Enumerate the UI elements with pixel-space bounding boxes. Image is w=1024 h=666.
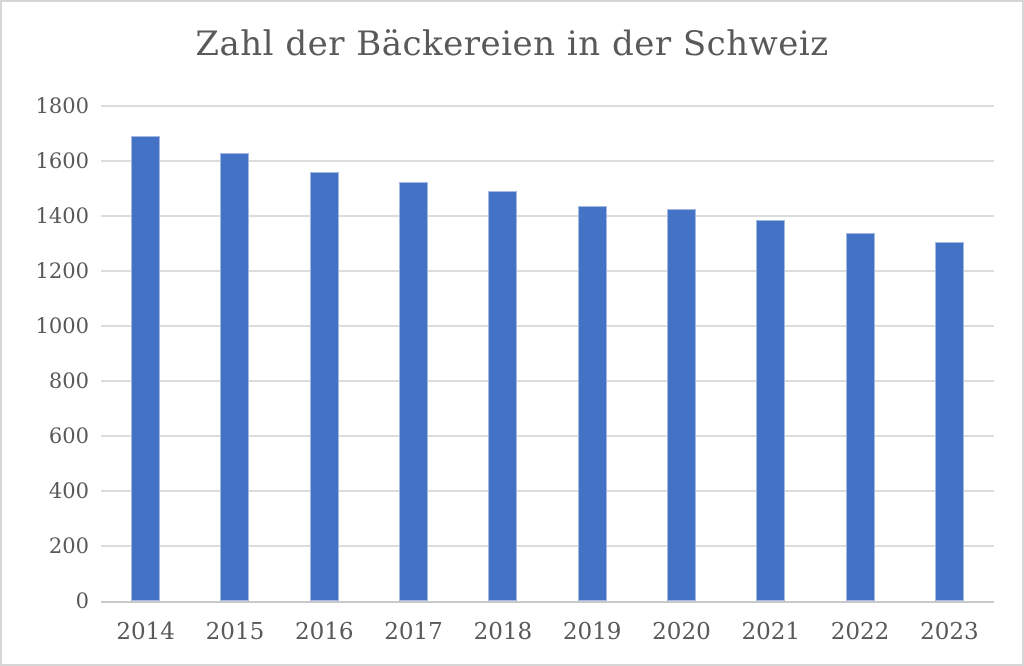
gridline-1600 xyxy=(101,160,994,162)
y-tick-label-200: 200 xyxy=(48,534,89,558)
bar-2021 xyxy=(756,220,786,601)
bar-2019 xyxy=(577,206,607,601)
x-tick-label-2019: 2019 xyxy=(562,619,622,645)
y-tick-label-1800: 1800 xyxy=(35,94,89,118)
bar-2017 xyxy=(399,181,429,601)
y-tick-label-800: 800 xyxy=(48,369,89,393)
bar-2016 xyxy=(309,172,339,601)
x-tick-label-2014: 2014 xyxy=(116,619,175,645)
x-tick-label-2016: 2016 xyxy=(294,619,354,645)
x-axis-line xyxy=(101,601,994,603)
bar-2014 xyxy=(131,136,161,601)
x-tick-label-2020: 2020 xyxy=(652,619,711,645)
y-tick-label-1400: 1400 xyxy=(35,204,89,228)
gridline-1400 xyxy=(101,215,994,217)
y-tick-label-0: 0 xyxy=(75,589,89,613)
gridline-1800 xyxy=(101,105,994,107)
y-tick-label-400: 400 xyxy=(48,479,89,503)
gridline-1200 xyxy=(101,270,994,272)
y-tick-label-1200: 1200 xyxy=(35,259,89,283)
bar-2020 xyxy=(666,209,696,601)
x-tick-label-2022: 2022 xyxy=(830,619,890,645)
bar-2023 xyxy=(934,242,964,601)
gridline-600 xyxy=(101,435,994,437)
gridline-800 xyxy=(101,380,994,382)
y-tick-label-1000: 1000 xyxy=(35,314,89,338)
x-tick-label-2017: 2017 xyxy=(384,619,443,645)
x-tick-label-2021: 2021 xyxy=(741,619,801,645)
bar-2015 xyxy=(220,152,250,601)
y-tick-label-1600: 1600 xyxy=(35,149,89,173)
bar-2022 xyxy=(845,232,875,601)
y-tick-label-600: 600 xyxy=(48,424,89,448)
chart-title: Zahl der Bäckereien in der Schweiz xyxy=(195,24,829,64)
x-tick-label-2023: 2023 xyxy=(920,619,979,645)
x-tick-label-2015: 2015 xyxy=(205,619,265,645)
gridline-1000 xyxy=(101,325,994,327)
gridline-200 xyxy=(101,545,994,547)
bar-2018 xyxy=(488,191,518,601)
gridline-400 xyxy=(101,490,994,492)
x-tick-label-2018: 2018 xyxy=(473,619,533,645)
